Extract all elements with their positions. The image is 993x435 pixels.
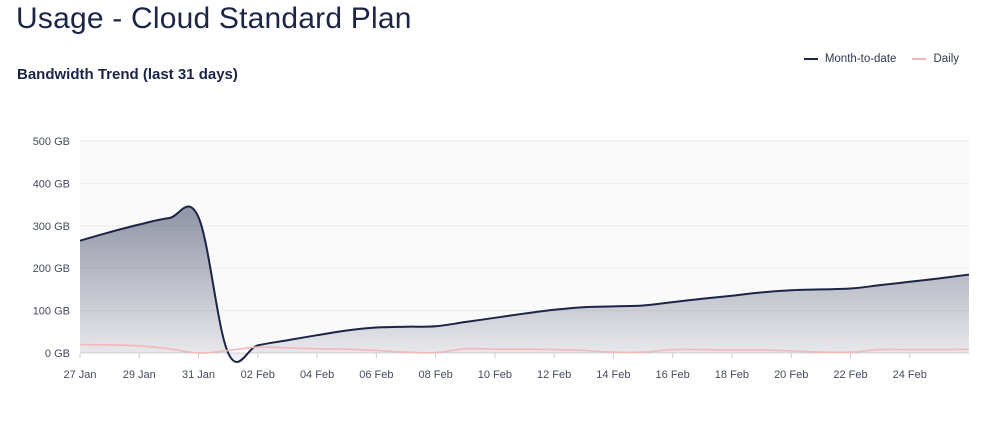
- x-tick-label: 18 Feb: [715, 369, 749, 381]
- legend-item-daily[interactable]: Daily: [912, 53, 959, 65]
- legend-label-daily: Daily: [933, 53, 959, 65]
- x-tick-label: 08 Feb: [418, 369, 452, 381]
- x-tick-label: 16 Feb: [656, 369, 690, 381]
- legend-swatch-daily: [912, 58, 927, 60]
- area-month-to-date: [80, 206, 969, 362]
- y-tick-label: 400 GB: [33, 178, 70, 190]
- y-tick-label: 300 GB: [33, 221, 70, 233]
- x-tick-label: 29 Jan: [123, 369, 156, 381]
- page-title: Usage - Cloud Standard Plan: [16, 2, 412, 35]
- x-tick-label: 10 Feb: [478, 369, 512, 381]
- x-tick-label: 06 Feb: [359, 369, 393, 381]
- chart-legend: Month-to-date Daily: [803, 53, 959, 65]
- x-tick-label: 20 Feb: [774, 369, 808, 381]
- x-tick-label: 14 Feb: [596, 369, 630, 381]
- x-tick-label: 22 Feb: [833, 369, 867, 381]
- y-axis-ticks: 0 GB 100 GB 200 GB 300 GB 400 GB 500 GB: [33, 136, 70, 360]
- series-lines: [79, 205, 970, 363]
- x-tick-label: 12 Feb: [537, 369, 571, 381]
- y-tick-label: 200 GB: [33, 263, 70, 275]
- x-axis-ticks: 27 Jan 29 Jan 31 Jan 02 Feb 04 Feb 06 Feb 08 F…: [63, 353, 927, 381]
- y-tick-label: 100 GB: [33, 306, 70, 318]
- x-tick-label: 31 Jan: [182, 369, 215, 381]
- x-tick-label: 02 Feb: [241, 369, 275, 381]
- line-month-to-date[interactable]: [79, 205, 970, 363]
- x-tick-label: 04 Feb: [300, 369, 334, 381]
- line-daily[interactable]: [79, 343, 970, 354]
- legend-swatch-month-to-date: [803, 58, 818, 60]
- y-tick-label: 0 GB: [45, 348, 70, 360]
- chart-title: Bandwidth Trend (last 31 days): [17, 66, 238, 83]
- y-tick-label: 500 GB: [33, 136, 70, 148]
- series-areas: [80, 206, 969, 362]
- x-tick-label: 27 Jan: [63, 369, 96, 381]
- legend-item-month-to-date[interactable]: Month-to-date: [803, 53, 897, 65]
- x-tick-label: 24 Feb: [893, 369, 927, 381]
- legend-label-month-to-date: Month-to-date: [824, 53, 897, 65]
